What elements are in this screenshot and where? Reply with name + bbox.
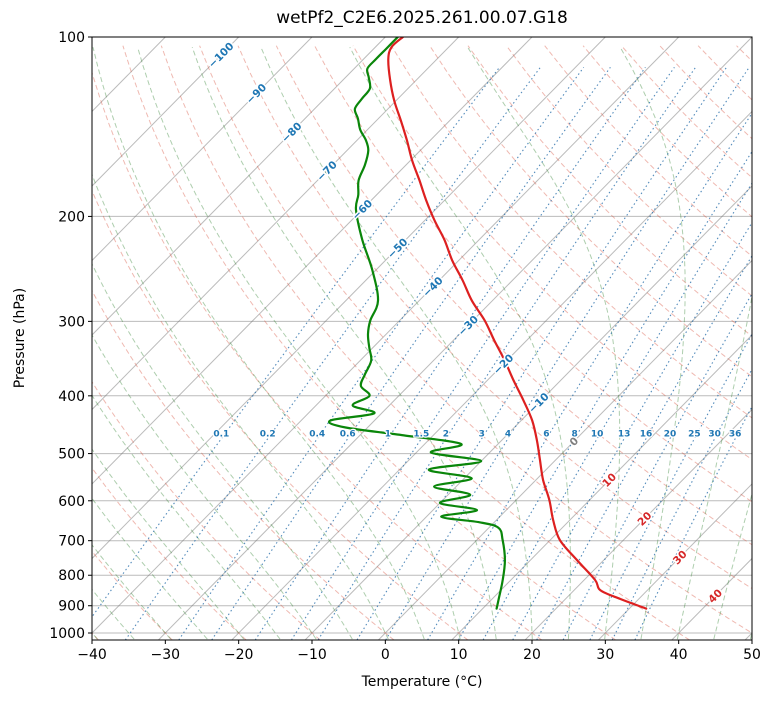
- mixing-ratio-label: 20: [664, 430, 677, 440]
- moist-adiabat-line: [467, 46, 621, 640]
- y-tick-label: 300: [58, 314, 85, 330]
- mixing-ratio-label: 36: [729, 430, 742, 440]
- mixing-ratio-line: [317, 66, 697, 640]
- dry-adiabat-line: [92, 70, 543, 640]
- temperature-curve: [387, 37, 648, 610]
- mixing-ratio-label: 1: [385, 430, 391, 440]
- mixing-ratio-label: 3: [479, 430, 485, 440]
- mixing-ratio-line: [178, 66, 585, 640]
- mixing-ratio-label: 6: [543, 430, 549, 440]
- isotherm-line: [92, 37, 460, 411]
- isotherm-line: [451, 334, 752, 640]
- y-tick-label: 1000: [49, 626, 85, 642]
- moist-adiabat-line: [137, 47, 461, 640]
- x-tick-label: −10: [297, 647, 327, 663]
- dry-adiabat-line: [92, 550, 173, 640]
- mixing-ratio-line: [92, 66, 500, 618]
- moist-adiabat-line: [260, 47, 533, 640]
- plot-area: [92, 37, 752, 640]
- isotherm-line: [304, 185, 752, 640]
- y-tick-label: 400: [58, 389, 85, 405]
- x-tick-label: −20: [224, 647, 254, 663]
- mixing-ratio-label: 0.6: [340, 430, 356, 440]
- dry-adiabat-line: [92, 289, 395, 640]
- x-tick-label: 20: [523, 647, 541, 663]
- mixing-ratio-line: [427, 112, 752, 640]
- dry-adiabat-line: [314, 45, 752, 503]
- mixing-ratio-label: 0.2: [260, 430, 276, 440]
- mixing-ratio-label: 2: [443, 430, 449, 440]
- dry-adiabat-line: [275, 45, 752, 546]
- isotherm-line: [231, 110, 752, 640]
- dry-adiabat-line: [92, 380, 321, 640]
- mixing-ratio-label: 16: [640, 430, 653, 440]
- x-tick-label: 0: [381, 647, 390, 663]
- moist-adiabat-line: [676, 293, 752, 640]
- mixing-ratio-line: [356, 66, 727, 640]
- y-tick-label: 200: [58, 209, 85, 225]
- y-axis-label: Pressure (hPa): [12, 287, 28, 389]
- moist-adiabat-line: [191, 47, 497, 640]
- moist-adiabat-line: [349, 46, 571, 640]
- isotherm-line: [92, 37, 386, 336]
- mixing-ratio-line: [458, 150, 752, 640]
- isotherm-line: [92, 37, 240, 187]
- moist-adiabat-line: [92, 334, 317, 640]
- y-tick-label: 700: [58, 534, 85, 550]
- mixing-ratio-label: 8: [571, 430, 577, 440]
- moist-adiabat-line: [92, 262, 353, 640]
- mixing-ratio-line: [254, 66, 646, 640]
- dry-adiabat-line: [92, 467, 247, 640]
- x-tick-label: −40: [77, 647, 107, 663]
- moist-adiabat-line: [619, 46, 686, 640]
- x-tick-label: 50: [743, 647, 761, 663]
- dry-adiabat-line: [199, 45, 752, 634]
- isotherm-line: [598, 483, 752, 640]
- mixing-ratio-label: 13: [618, 430, 631, 440]
- y-tick-label: 800: [58, 568, 85, 584]
- dry-adiabat-line: [390, 45, 752, 419]
- mixing-ratio-label: 1.5: [413, 430, 429, 440]
- mixing-ratio-label: 4: [505, 430, 511, 440]
- y-tick-label: 900: [58, 599, 85, 615]
- mixing-ratio-label: 0.4: [309, 430, 325, 440]
- isotherm-line: [92, 37, 313, 262]
- moist-adiabat-line: [713, 492, 752, 640]
- isotherm-line: [378, 259, 752, 640]
- x-tick-label: 10: [450, 647, 468, 663]
- mixing-ratio-line: [562, 292, 752, 640]
- mixing-ratio-line: [536, 254, 752, 640]
- mixing-ratio-label: 25: [688, 430, 701, 440]
- mixing-ratio-label: 0.1: [213, 430, 229, 440]
- isotherm-line: [524, 408, 752, 640]
- dewpoint-curve: [328, 37, 507, 610]
- chart-title: wetPf2_C2E6.2025.261.00.07.G18: [276, 8, 568, 28]
- isotherm-line: [92, 37, 606, 560]
- y-tick-label: 600: [58, 494, 85, 510]
- x-tick-label: 30: [596, 647, 614, 663]
- y-tick-label: 100: [58, 30, 85, 46]
- isotherm-line: [92, 37, 680, 634]
- moist-adiabat-line: [92, 47, 425, 640]
- dry-adiabat-line: [92, 189, 469, 640]
- y-tick-label: 500: [58, 447, 85, 463]
- plot-border: [91, 36, 753, 641]
- dry-adiabat-line: [467, 45, 752, 337]
- x-tick-label: −30: [151, 647, 181, 663]
- moist-adiabat-line: [92, 173, 389, 640]
- x-axis-label: Temperature (°C): [361, 674, 483, 690]
- dry-adiabat-line: [122, 45, 616, 640]
- mixing-ratio-line: [290, 66, 675, 640]
- dry-adiabat-line: [160, 45, 690, 640]
- x-tick-label: 40: [670, 647, 688, 663]
- mixing-ratio-label: 30: [708, 430, 721, 440]
- mixing-ratio-line: [385, 66, 750, 640]
- mixing-ratio-line: [482, 182, 752, 640]
- dry-adiabat-line: [237, 45, 752, 590]
- isotherm-line: [92, 37, 533, 485]
- mixing-ratio-label: 10: [591, 430, 604, 440]
